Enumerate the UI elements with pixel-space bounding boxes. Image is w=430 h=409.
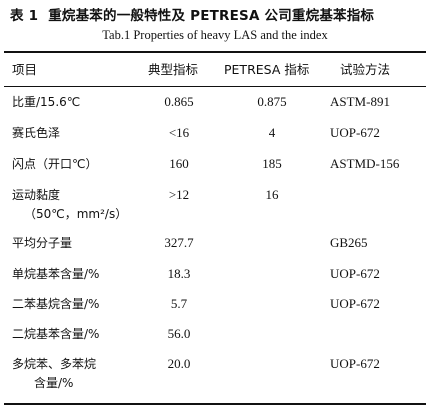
top-rule bbox=[4, 51, 426, 53]
row-item-flash-point: 闪点（开口℃） bbox=[12, 157, 98, 171]
row-item-viscosity-condition: （50℃，mm²/s） bbox=[24, 207, 128, 221]
row-method: ASTMD-156 bbox=[330, 156, 400, 171]
row-method: UOP-672 bbox=[330, 296, 380, 311]
bottom-rule bbox=[4, 403, 426, 405]
table-title-en: Tab.1 Properties of heavy LAS and the in… bbox=[102, 28, 328, 42]
header-item: 项目 bbox=[12, 62, 38, 77]
row-method: UOP-672 bbox=[330, 356, 380, 371]
row-typical: >12 bbox=[168, 187, 190, 202]
row-item-mono-alkylbenzene: 单烷基苯含量/% bbox=[12, 267, 100, 281]
row-item-polyalkyl-content: 含量/% bbox=[34, 376, 74, 390]
row-typical: 5.7 bbox=[170, 296, 188, 311]
row-typical: 327.7 bbox=[164, 235, 194, 250]
row-petresa: 16 bbox=[265, 187, 279, 202]
row-method: GB265 bbox=[330, 235, 368, 250]
header-typical: 典型指标 bbox=[148, 62, 199, 77]
header-method: 试验方法 bbox=[340, 62, 391, 77]
row-method: UOP-672 bbox=[330, 125, 380, 140]
row-typical: <16 bbox=[168, 125, 190, 140]
row-typical: 0.865 bbox=[164, 94, 194, 109]
row-typical: 160 bbox=[169, 156, 189, 171]
row-item-specific-gravity: 比重/15.6℃ bbox=[12, 95, 81, 109]
row-item-polyalkyl: 多烷苯、多苯烷 bbox=[12, 357, 97, 371]
row-method: ASTM-891 bbox=[330, 94, 390, 109]
row-typical: 56.0 bbox=[167, 326, 191, 341]
table-title: 表 1 重烷基苯的一般特性及 PETRESA 公司重烷基苯指标 bbox=[10, 4, 374, 24]
row-petresa: 185 bbox=[262, 156, 282, 171]
row-item-molecular-weight: 平均分子量 bbox=[12, 236, 73, 250]
row-petresa: 4 bbox=[268, 125, 276, 140]
table-number: 表 1 bbox=[10, 8, 39, 24]
table-title-cn: 重烷基苯的一般特性及 PETRESA 公司重烷基苯指标 bbox=[48, 8, 375, 24]
row-petresa: 0.875 bbox=[257, 94, 287, 109]
row-typical: 18.3 bbox=[167, 266, 191, 281]
header-petresa: PETRESA 指标 bbox=[224, 62, 310, 77]
row-item-diphenylalkane: 二苯基烷含量/% bbox=[12, 297, 100, 311]
header-rule bbox=[4, 86, 426, 87]
row-item-saybolt-color: 赛氏色泽 bbox=[12, 126, 61, 140]
row-item-dialkylbenzene: 二烷基苯含量/% bbox=[12, 327, 100, 341]
row-item-viscosity: 运动黏度 bbox=[12, 188, 61, 202]
row-method: UOP-672 bbox=[330, 266, 380, 281]
row-typical: 20.0 bbox=[167, 356, 191, 371]
